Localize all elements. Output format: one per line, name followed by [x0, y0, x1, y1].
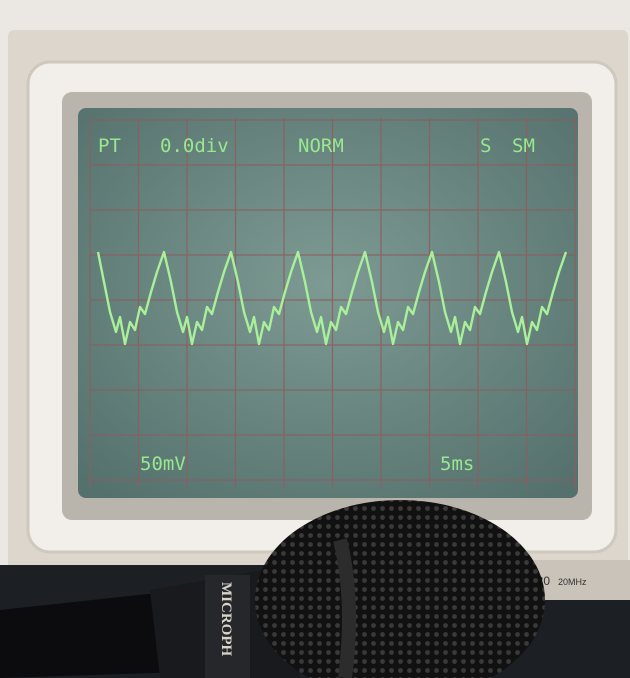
photo: PT 0.0div NORM S SM 50mV 5ms 020 20MHz M…	[0, 0, 630, 678]
screen-text: SM	[512, 135, 535, 157]
screen-text: 0.0div	[160, 135, 229, 157]
screen-text: 50mV	[140, 453, 186, 475]
screen-text: 5ms	[440, 453, 474, 475]
screen	[78, 108, 578, 498]
mic-label: MICROPH	[218, 582, 234, 656]
screen-text: NORM	[298, 135, 344, 157]
screen-text: S	[480, 135, 491, 157]
screen-text: PT	[98, 135, 121, 157]
panel-text: 20MHz	[558, 577, 587, 587]
